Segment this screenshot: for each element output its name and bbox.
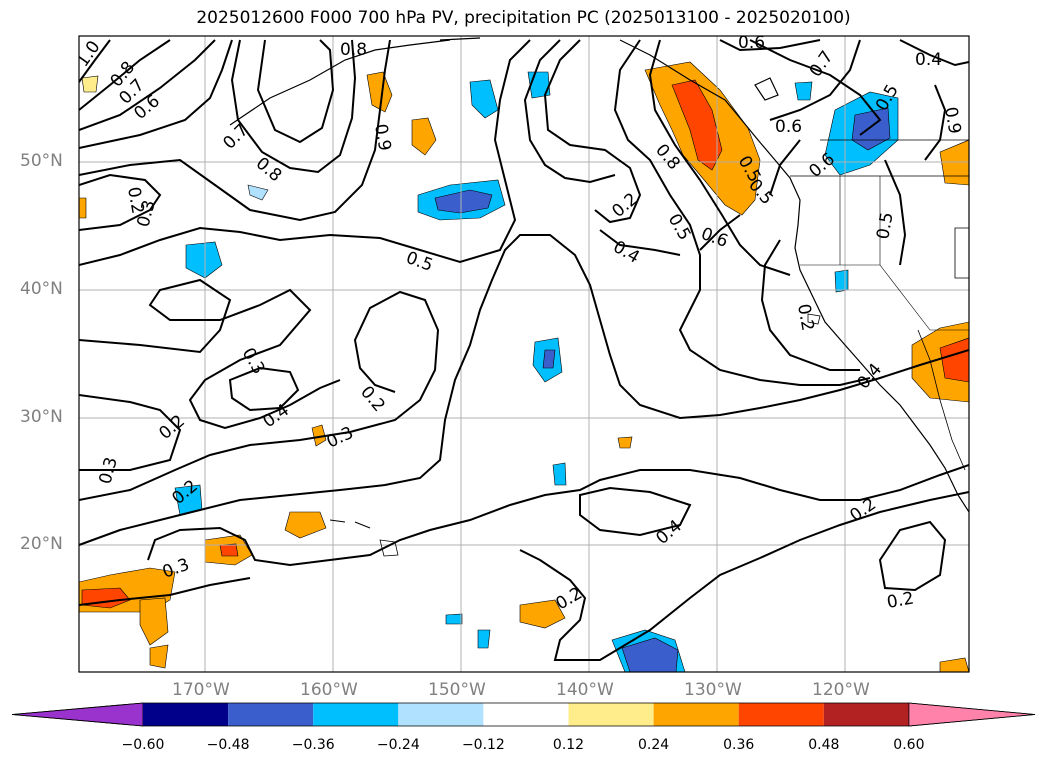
colorbar-extend-low	[11, 702, 144, 727]
colorbar-tick-label: −0.24	[376, 737, 420, 753]
colorbar-tick-label: −0.36	[291, 737, 335, 753]
shading-gulf-blue	[434, 189, 493, 214]
colorbar-segment	[738, 703, 824, 726]
shading-nw-yellow	[81, 75, 99, 93]
shading-c6-blue	[542, 349, 556, 369]
map-content: 1.0 0.8 0.7 0.6 0.9 0.8 0.7 0.8 0.2 0.3 …	[79, 33, 969, 672]
coastlines	[229, 37, 969, 557]
colorbar-tick-label: 0.48	[808, 737, 840, 753]
lon-label-160w: 160°W	[300, 680, 358, 700]
colorbar-tick-label: 0.12	[552, 737, 585, 753]
contour-label: 0.6	[738, 33, 765, 53]
shading-w3-paleblue	[247, 184, 269, 201]
contour-label: 0.9	[940, 105, 964, 135]
colorbar-tick-label: 0.24	[638, 737, 670, 753]
shading-sw-orange	[139, 597, 169, 646]
shading-sw2-orange	[149, 644, 169, 669]
contour-label: 0.8	[340, 40, 367, 60]
shading-c4-orange	[617, 436, 633, 449]
lon-label-140w: 140°W	[556, 680, 614, 700]
shading-c8-lightblue	[552, 462, 567, 486]
colorbar-segment	[143, 703, 229, 726]
colorbar-segment	[398, 703, 484, 726]
shading-ca-red	[939, 337, 969, 383]
colorbar-segment	[653, 703, 739, 726]
shading-se-orange	[939, 657, 969, 672]
shading-c1-red	[219, 543, 239, 557]
shading-s2-lightblue	[477, 629, 491, 649]
shading-c2-orange	[284, 511, 327, 539]
precipitation-shading	[79, 61, 969, 672]
colorbar-segment	[228, 703, 314, 726]
contour-label: 0.2	[793, 302, 817, 332]
colorbar-tick-label: 0.36	[723, 737, 755, 753]
shading-ca-orange	[911, 321, 969, 403]
colorbar-tick-label: −0.60	[121, 737, 165, 753]
map-background	[79, 36, 969, 672]
shading-s3-lightblue	[445, 613, 463, 625]
contour-label: 0.9	[370, 122, 394, 152]
lon-label-120w: 120°W	[812, 680, 870, 700]
shading-s-blue	[621, 637, 679, 672]
contour-label: 0.6	[775, 117, 802, 137]
lat-label-50n: 50°N	[20, 151, 63, 171]
contour-label: 0.4	[915, 50, 942, 70]
colorbar-tick-label: −0.48	[206, 737, 250, 753]
contour-label: 0.2	[885, 589, 915, 613]
shading-canada-lightblue	[794, 81, 813, 101]
lon-label-170w: 170°W	[172, 680, 230, 700]
lon-label-150w: 150°W	[428, 680, 486, 700]
shading-ca-lightblue	[834, 269, 849, 293]
colorbar-tick-label: −0.12	[461, 737, 505, 753]
shading-bc-blue	[851, 107, 891, 151]
lat-label-30n: 30°N	[20, 407, 63, 427]
shading-c5-orange	[519, 599, 566, 629]
colorbar-segment	[823, 703, 909, 726]
contour-label: 0.5	[873, 211, 897, 241]
shading-w2-lightblue	[185, 241, 223, 279]
colorbar-segment	[483, 703, 569, 726]
contour-label: 0.2	[123, 185, 147, 215]
lat-label-20n: 20°N	[20, 534, 63, 554]
colorbar-segment	[568, 703, 654, 726]
graticule	[79, 36, 969, 672]
shading-w-orange	[79, 197, 87, 219]
lon-label-130w: 130°W	[684, 680, 742, 700]
shading-ak-lightblue	[469, 79, 499, 119]
pv-contours	[79, 39, 969, 661]
figure-title: 2025012600 F000 700 hPa PV, precipitatio…	[196, 8, 851, 28]
colorbar-tick-label: 0.60	[893, 737, 925, 753]
colorbar-outline	[11, 702, 1036, 727]
map-frame	[78, 35, 970, 673]
lat-label-40n: 40°N	[20, 279, 63, 299]
shading-c3-orange	[311, 424, 327, 447]
shading-ak-orange	[366, 71, 393, 113]
colorbar	[11, 702, 1036, 727]
shading-gulf-orange	[411, 117, 437, 156]
colorbar-extend-high	[908, 702, 1036, 727]
colorbar-segment	[313, 703, 399, 726]
